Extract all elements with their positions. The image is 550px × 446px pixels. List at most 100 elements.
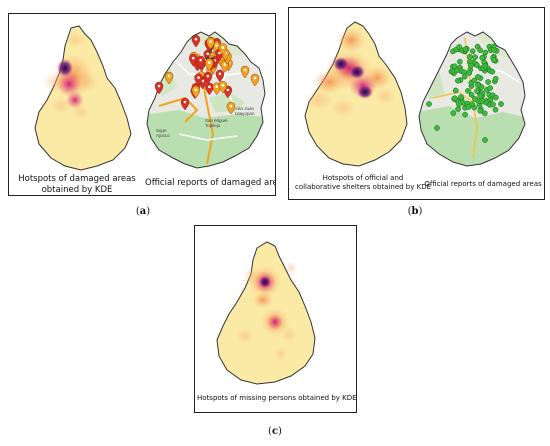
shelter-marker-52 xyxy=(461,69,468,76)
shelter-marker-outer-2 xyxy=(498,101,504,107)
damage-marker-14-dot xyxy=(194,88,198,92)
damage-marker-28-dot xyxy=(199,58,203,62)
shelter-marker-109 xyxy=(477,93,484,99)
shelter-marker-99 xyxy=(482,63,489,70)
shelter-marker-49 xyxy=(490,47,497,53)
shelter-marker-104 xyxy=(462,46,469,52)
damage-marker-17-dot xyxy=(215,44,218,47)
damage-marker-26 xyxy=(215,69,225,83)
caption-b-right: Official reports of damaged areas xyxy=(424,180,542,188)
caption-a-right: Official reports of damaged areas xyxy=(145,178,276,188)
shelter-marker-108 xyxy=(468,62,474,69)
caption-a-left: Hotspots of damaged areas obtained by KD… xyxy=(17,174,137,195)
town-label-san-juan-2: Ixtayopan xyxy=(235,111,255,116)
panel-label-c: (c) xyxy=(268,426,282,437)
shelter-markers-b xyxy=(426,43,504,143)
shelter-marker-105 xyxy=(452,87,459,94)
shelter-marker-45 xyxy=(487,85,494,91)
damage-marker-29-dot xyxy=(218,51,221,55)
shelter-marker-69 xyxy=(466,70,473,76)
shelter-marker-29 xyxy=(467,53,473,60)
shelter-marker-107 xyxy=(471,77,477,84)
damage-marker-outer-3 xyxy=(180,97,190,111)
damage-marker-25-dot xyxy=(226,88,230,92)
shelter-marker-73 xyxy=(472,54,478,60)
shelter-marker-41 xyxy=(475,74,481,80)
shelter-marker-40 xyxy=(469,48,476,55)
damage-markers-a xyxy=(154,34,260,115)
damage-marker-outer-4 xyxy=(226,101,236,115)
damage-marker-38 xyxy=(191,34,201,48)
shelter-marker-65 xyxy=(455,106,461,112)
damage-marker-outer-3-dot xyxy=(183,100,187,104)
shelter-marker-92 xyxy=(475,82,481,88)
shelter-marker-82 xyxy=(479,54,486,61)
damage-marker-39 xyxy=(218,81,228,94)
shelter-marker-46 xyxy=(474,88,480,94)
shelter-marker-98 xyxy=(490,101,496,108)
caption-b-left-line2: collaborative shelters obtained by KDE xyxy=(294,182,432,191)
panel-b-graphics xyxy=(304,21,526,167)
damage-marker-36-dot xyxy=(215,85,219,88)
damage-marker-41 xyxy=(206,37,215,50)
damage-marker-outer-2 xyxy=(250,73,260,87)
panel-a: d oco San Miguel Topilejo San Juan Ixtay… xyxy=(8,13,276,196)
damage-marker-38-dot xyxy=(194,37,198,41)
damage-marker-35 xyxy=(194,73,203,86)
damage-marker-37 xyxy=(218,43,228,56)
damage-marker-35-dot xyxy=(197,76,200,79)
caption-c: Hotspots of missing persons obtained by … xyxy=(197,394,357,402)
town-label-san-juan-1: San Juan xyxy=(235,106,255,111)
shelter-marker-72 xyxy=(456,101,462,107)
shelter-marker-68 xyxy=(479,98,486,104)
shelter-marker-103 xyxy=(491,57,497,64)
damage-marker-outer-1 xyxy=(240,65,250,79)
shelter-marker-55 xyxy=(492,106,499,113)
shelter-marker-50 xyxy=(465,88,471,94)
shelter-marker-outer-3 xyxy=(426,101,432,107)
city-outline-shelters-b xyxy=(418,31,526,167)
damage-marker-30-dot xyxy=(191,56,195,60)
damage-marker-outer-0 xyxy=(154,81,164,95)
town-label-left-1: Sque xyxy=(156,128,167,133)
panel-c-graphics xyxy=(216,241,316,385)
shelter-marker-44 xyxy=(477,47,483,54)
caption-a-left-line2: obtained by KDE xyxy=(41,184,113,195)
damage-marker-22 xyxy=(205,58,214,71)
shelter-marker-96 xyxy=(450,110,457,116)
shelter-marker-100 xyxy=(481,110,488,117)
panel-label-b: (b) xyxy=(407,206,423,217)
damage-marker-14 xyxy=(191,85,201,99)
city-fragment-label-2: oco xyxy=(205,55,215,61)
damage-marker-28 xyxy=(196,55,205,69)
panel-c: Hotspots of missing persons obtained by … xyxy=(194,225,357,413)
damage-marker-outer-5 xyxy=(164,71,174,85)
town-label-san-miguel-2: Topilejo xyxy=(205,123,221,128)
shelter-marker-61 xyxy=(477,108,484,114)
damage-marker-32-dot xyxy=(208,85,211,89)
shelter-marker-79 xyxy=(451,95,458,102)
shelter-marker-94 xyxy=(492,94,499,101)
damage-marker-24-dot xyxy=(201,79,205,83)
shelter-marker-101 xyxy=(474,62,480,68)
damage-marker-3-dot xyxy=(206,52,210,56)
shelter-marker-97 xyxy=(456,58,463,65)
shelter-marker-83 xyxy=(472,96,478,102)
panel-label-a: (a) xyxy=(135,206,151,217)
town-label-san-miguel-1: San Miguel xyxy=(205,118,228,123)
shelter-marker-outer-0 xyxy=(434,125,440,131)
shelter-marker-74 xyxy=(465,104,472,110)
shelter-marker-77 xyxy=(458,94,464,100)
city-fragment-label-1: d xyxy=(209,48,212,54)
damage-marker-26-dot xyxy=(218,72,222,76)
panel-b: Hotspots of official and collaborative s… xyxy=(288,7,545,200)
shelter-marker-76 xyxy=(485,79,491,85)
damage-marker-30 xyxy=(189,53,198,67)
damage-marker-22-dot xyxy=(207,61,211,64)
damage-marker-outer-0-dot xyxy=(157,84,161,88)
shelter-marker-outer-1 xyxy=(482,137,488,143)
damage-marker-39-dot xyxy=(221,83,225,87)
caption-b-left: Hotspots of official and collaborative s… xyxy=(293,174,433,192)
shelter-marker-106 xyxy=(453,67,460,74)
damage-marker-37-dot xyxy=(221,46,225,49)
